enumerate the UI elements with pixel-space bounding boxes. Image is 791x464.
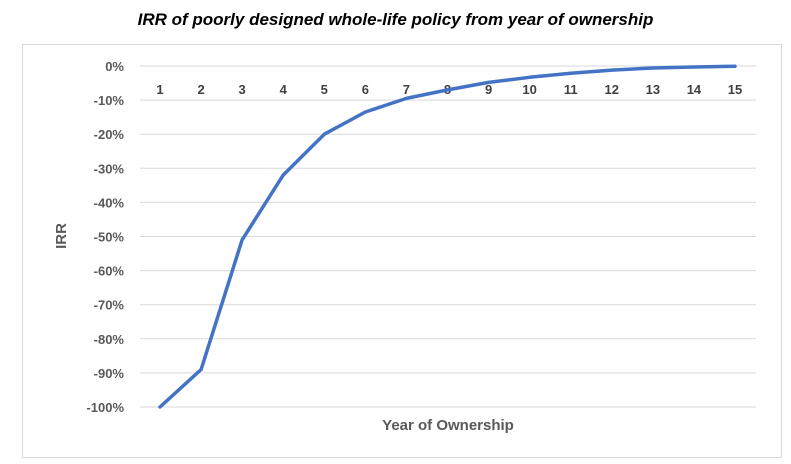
- gridlines: [140, 65, 756, 408]
- chart-title: IRR of poorly designed whole-life policy…: [137, 10, 654, 29]
- x-tick-label: 2: [197, 82, 204, 97]
- y-tick-label: -100%: [86, 400, 124, 415]
- y-tick-label: -50%: [94, 230, 125, 245]
- y-tick-label: 0%: [105, 59, 124, 74]
- x-tick-label: 5: [321, 82, 328, 97]
- y-tick-label: -80%: [94, 332, 125, 347]
- y-tick-label: -30%: [94, 161, 125, 176]
- x-tick-label: 7: [403, 82, 410, 97]
- y-tick-label: -40%: [94, 195, 125, 210]
- x-tick-label: 9: [485, 82, 492, 97]
- y-axis-ticks: 0% -10% -20% -30% -40% -50% -60% -70% -80% -90% -1…: [86, 59, 124, 415]
- series-layer: [158, 64, 737, 409]
- x-axis-title: Year of Ownership: [382, 417, 514, 434]
- x-tick-label: 11: [564, 82, 578, 97]
- x-tick-label: 12: [605, 82, 619, 97]
- y-tick-label: -10%: [94, 93, 125, 108]
- y-tick-label: -60%: [94, 264, 125, 279]
- x-tick-label: 10: [522, 82, 536, 97]
- series-line: [158, 64, 737, 409]
- x-tick-label: 4: [280, 82, 288, 97]
- x-tick-label: 6: [362, 82, 369, 97]
- x-tick-label: 1: [156, 82, 163, 97]
- x-tick-label: 15: [728, 82, 742, 97]
- chart-frame: [22, 44, 782, 458]
- y-tick-label: -70%: [94, 298, 125, 313]
- x-tick-label: 13: [646, 82, 660, 97]
- y-tick-label: -20%: [94, 127, 125, 142]
- x-tick-label: 3: [239, 82, 246, 97]
- x-tick-label: 14: [687, 82, 702, 97]
- y-tick-label: -90%: [94, 366, 125, 381]
- y-axis-title: IRR: [53, 223, 70, 249]
